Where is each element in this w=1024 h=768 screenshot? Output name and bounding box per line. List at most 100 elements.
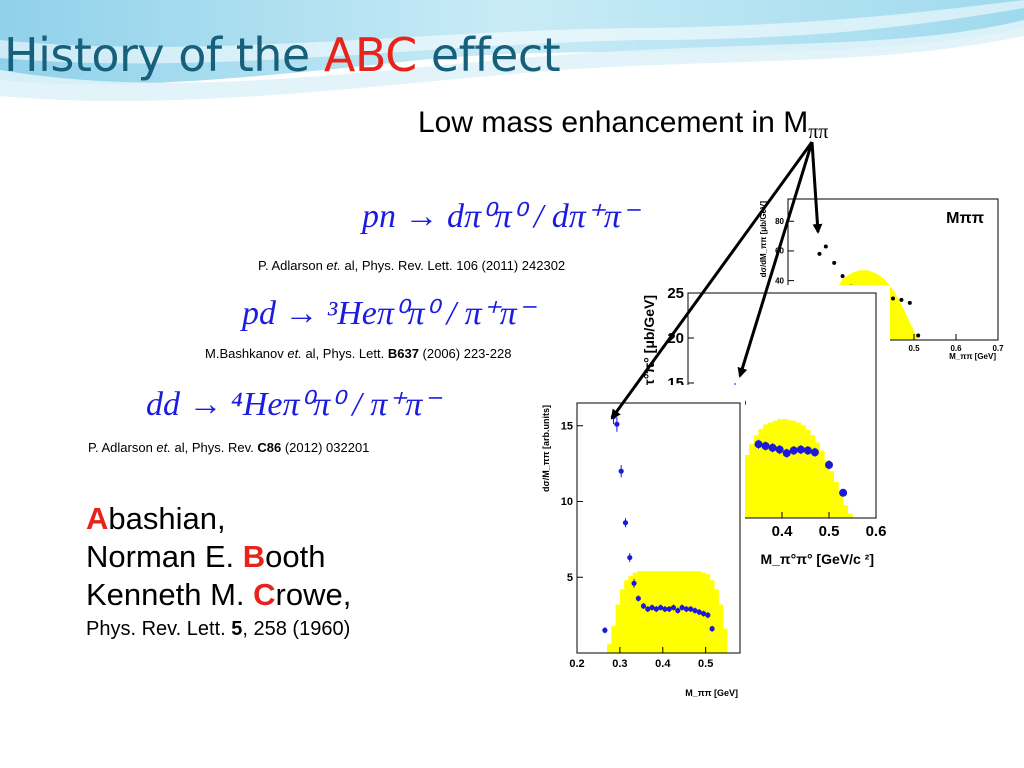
data-point <box>810 448 819 457</box>
data-point <box>640 603 647 609</box>
fill-bin <box>628 575 634 653</box>
x-tick-label: 0.5 <box>908 344 920 353</box>
fill-bin <box>722 628 728 653</box>
fill-bin <box>786 419 792 518</box>
reaction-formula-dd: dd → ⁴Heπ⁰π⁰ / π⁺π⁻ <box>146 386 441 423</box>
subtitle-subscript: ππ <box>808 121 829 143</box>
data-point <box>666 606 672 612</box>
y-axis-label: dσ/dM_ππ [μb/GeV] <box>759 201 768 278</box>
fill-bin <box>619 589 625 653</box>
fill-bin <box>838 493 844 518</box>
data-point <box>696 609 702 615</box>
fill-bin <box>777 419 783 518</box>
reference-pd: M.Bashkanov et. al, Phys. Lett. B637 (20… <box>205 346 512 361</box>
x-tick-label: 0.6 <box>866 523 887 540</box>
fill-bin <box>749 444 755 518</box>
fill-bin <box>819 450 825 518</box>
fill-bin <box>791 420 797 518</box>
fill-bin <box>718 604 724 653</box>
journal-reference: Phys. Rev. Lett. 5, 258 (1960) <box>86 618 351 640</box>
fill-bin <box>772 420 778 518</box>
fill-bin <box>833 482 839 518</box>
fill-bin <box>758 428 764 518</box>
fill-bin <box>810 435 816 518</box>
fill-bin <box>662 571 668 653</box>
x-tick-label: 0.4 <box>772 523 794 540</box>
fill-bin <box>654 571 659 653</box>
x-axis-label: M_ππ [GeV] <box>685 688 738 698</box>
slide-subtitle: Low mass enhancement in Mππ <box>418 106 829 143</box>
y-tick-label: 20 <box>667 330 684 347</box>
fill-bin <box>632 572 638 653</box>
y-tick-label: 5 <box>567 572 573 584</box>
y-axis-label: dσ/M_ππ [arb.units] <box>541 405 551 492</box>
data-point <box>840 274 845 279</box>
data-point <box>761 442 770 450</box>
fill-bin <box>763 424 769 518</box>
fill-bin <box>805 429 811 518</box>
author-booth: Norman E. Booth <box>86 539 326 574</box>
fill-bin <box>782 419 787 518</box>
fill-bin <box>753 435 759 518</box>
data-point <box>675 607 681 614</box>
data-point <box>782 449 791 458</box>
data-point <box>614 421 620 427</box>
fill-bin <box>667 571 672 653</box>
fill-bin <box>615 604 621 653</box>
x-tick-label: 0.5 <box>698 658 713 670</box>
data-point <box>610 414 617 420</box>
data-point <box>618 468 624 474</box>
data-point <box>825 460 833 469</box>
x-tick-label: 0.6 <box>950 344 962 353</box>
data-point <box>817 251 822 256</box>
y-tick-label: 10 <box>561 496 573 508</box>
fill-bin <box>843 505 849 518</box>
data-point <box>679 604 685 611</box>
reference-pn: P. Adlarson et. al, Phys. Rev. Lett. 106… <box>258 258 566 273</box>
fill-bin <box>645 571 651 653</box>
fill-bin <box>624 580 629 653</box>
fill-bin <box>658 571 664 653</box>
data-point <box>635 595 641 602</box>
chart-title: Mππ <box>946 210 984 227</box>
x-tick-label: 0.7 <box>992 344 1004 353</box>
data-point <box>622 520 629 526</box>
data-point <box>754 440 763 449</box>
data-point <box>789 446 798 455</box>
data-point <box>631 580 637 586</box>
x-axis-label: M_ππ [GeV] <box>949 352 996 361</box>
data-point <box>627 554 633 561</box>
slide-title: History of the ABC effect <box>4 28 561 82</box>
fill-bin <box>800 425 806 518</box>
data-point <box>645 606 651 612</box>
data-point <box>662 606 668 612</box>
x-axis-label: M_π°π° [GeV/c ²] <box>760 551 874 567</box>
reaction-formula-pn: pn → dπ⁰π⁰ / dπ⁺π⁻ <box>362 198 639 235</box>
data-point <box>916 333 921 338</box>
data-point <box>907 300 912 305</box>
data-point <box>602 627 608 633</box>
data-point <box>700 611 707 617</box>
fill-bin <box>637 571 642 653</box>
data-point <box>899 297 904 302</box>
data-point <box>692 607 698 614</box>
data-point <box>839 488 848 497</box>
y-tick-label: 25 <box>667 285 684 302</box>
author-crowe: Kenneth M. Crowe, <box>86 577 352 612</box>
title-highlight: ABC <box>323 28 417 82</box>
x-tick-label: 0.3 <box>612 658 627 670</box>
x-tick-label: 0.2 <box>569 658 584 670</box>
data-point <box>709 626 715 632</box>
fill-bin <box>829 471 834 518</box>
author-abashian: Abashian, <box>86 501 226 536</box>
chart-dd-4He: 0.2 0.3 0.4 0.5 5 10 15 M_ππ [GeV] dσ/M_ππ [arb.… <box>535 385 745 700</box>
fill-bin <box>679 571 685 653</box>
y-tick-label: 40 <box>775 276 784 285</box>
fill-bin <box>847 513 853 518</box>
authors-block: Abashian, Norman E. Booth Kenneth M. Cro… <box>86 500 351 644</box>
fill-bin <box>714 589 719 653</box>
data-point <box>658 604 664 611</box>
y-tick-label: 60 <box>775 247 784 256</box>
data-point <box>796 445 805 454</box>
data-point <box>832 260 837 265</box>
